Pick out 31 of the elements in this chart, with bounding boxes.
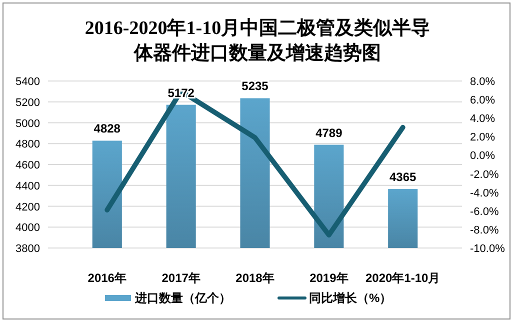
x-tick-label: 2020年1-10月: [366, 271, 440, 285]
y2-tick-label: 2.0%: [470, 132, 496, 144]
y-tick-label: 4400: [16, 180, 40, 192]
x-tick-label: 2017年: [162, 271, 200, 285]
y-tick-label: 5400: [16, 76, 40, 88]
y-tick-label: 4600: [16, 160, 40, 172]
x-tick-label: 2018年: [236, 271, 274, 285]
y-tick-label: 4800: [16, 138, 40, 151]
y2-tick-label: -2.0%: [470, 168, 499, 181]
legend-label: 同比增长（%）: [309, 291, 392, 305]
y2-tick-label: 8.0%: [470, 76, 496, 88]
y2-tick-label: 6.0%: [470, 94, 496, 107]
y-tick-label: 5000: [16, 118, 40, 130]
legend-label: 进口数量（亿个）: [134, 291, 231, 305]
y2-tick-label: -4.0%: [470, 187, 499, 200]
y2-tick-label: -10.0%: [470, 243, 506, 255]
y2-tick-label: 4.0%: [470, 113, 496, 126]
y-tick-label: 4200: [16, 201, 40, 214]
y2-tick-label: -8.0%: [470, 224, 499, 236]
data-label: 4365: [390, 170, 417, 184]
y2-tick-label: 0.0%: [470, 150, 496, 162]
data-label: 4828: [94, 122, 121, 136]
y-tick-label: 4000: [16, 222, 40, 234]
data-label: 5235: [242, 79, 269, 94]
data-label: 4789: [316, 126, 343, 140]
y-tick-label: 5200: [16, 96, 40, 109]
x-tick-label: 2019年: [310, 271, 348, 285]
y2-tick-label: -6.0%: [470, 206, 499, 218]
x-tick-label: 2016年: [88, 271, 126, 285]
chart-title: 2016-2020年1-10月中国二极管及类似半导体器件进口数量及增速趋势图: [84, 17, 430, 64]
y-tick-label: 3800: [16, 243, 40, 255]
